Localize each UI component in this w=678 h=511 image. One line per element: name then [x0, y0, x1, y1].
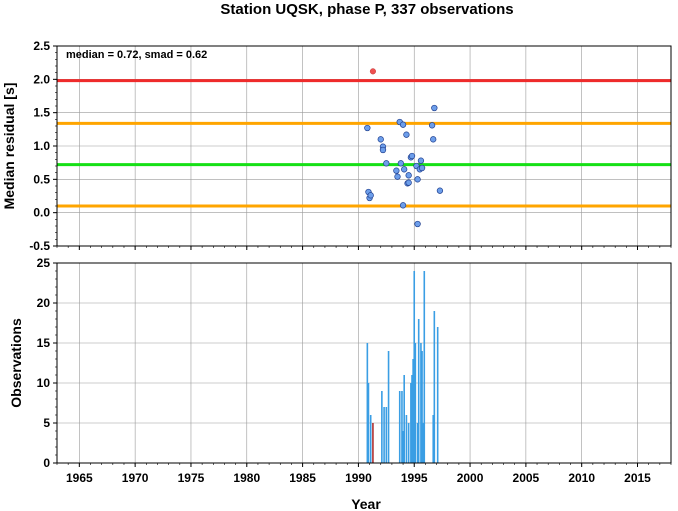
top-y-tick-label: 1.0	[33, 139, 50, 153]
top-y-tick-label: -0.5	[29, 239, 50, 253]
observation-bar	[383, 407, 385, 463]
top-y-tick-labels: -0.5 0.0 0.5 1.0 1.5 2.0 2.5	[29, 39, 50, 253]
residual-point	[397, 160, 404, 167]
x-tick-label: 2000	[457, 471, 484, 485]
observation-bar	[385, 407, 388, 463]
top-y-tick-label: 2.0	[33, 72, 50, 86]
top-y-tick-label: 0.5	[33, 172, 50, 186]
observation-bar	[403, 375, 405, 463]
observation-bar	[414, 343, 417, 463]
chart-title: Station UQSK, phase P, 337 observations	[220, 1, 513, 18]
x-axis-label: Year	[351, 496, 381, 511]
bottom-y-tick-label: 5	[43, 416, 50, 430]
residual-point	[377, 136, 384, 143]
observation-bar	[413, 271, 416, 463]
bottom-y-tick-label: 15	[37, 336, 51, 350]
x-tick-label: 1970	[122, 471, 149, 485]
observation-bar	[416, 423, 419, 463]
residual-point	[417, 157, 425, 164]
bottom-y-axis-label: Observations	[8, 318, 24, 408]
observation-bar	[411, 375, 413, 463]
residual-point	[418, 164, 426, 172]
top-y-tick-label: 2.5	[33, 39, 50, 53]
residual-point	[367, 192, 374, 199]
residual-point	[428, 122, 436, 129]
residual-point	[383, 160, 390, 167]
observation-bar	[421, 351, 423, 463]
x-tick-label: 2005	[513, 471, 540, 485]
outlier-point	[369, 68, 376, 75]
x-tick-label: 1975	[178, 471, 205, 485]
residual-point	[399, 121, 407, 128]
observation-bar	[407, 423, 410, 463]
residual-point	[379, 146, 387, 154]
x-tick-label: 1995	[401, 471, 428, 485]
observation-bar-outlier	[372, 423, 374, 463]
observation-bar	[369, 415, 372, 463]
observation-bar	[398, 391, 401, 463]
x-tick-label: 2010	[568, 471, 595, 485]
bottom-y-tick-label: 20	[37, 296, 51, 310]
residual-point	[430, 136, 437, 143]
observation-bar	[412, 359, 414, 463]
x-tick-label: 2015	[624, 471, 651, 485]
top-y-tick-label: 1.5	[33, 106, 50, 120]
residual-points	[364, 68, 444, 228]
top-panel-frame	[56, 45, 672, 247]
observation-bar	[401, 391, 403, 463]
bottom-panel-frame	[56, 262, 672, 464]
median-smad-annotation: median = 0.72, smad = 0.62	[66, 49, 207, 61]
bottom-y-tick-label: 10	[37, 376, 51, 390]
observation-bar	[366, 343, 369, 463]
top-y-axis-label: Median residual [s]	[1, 83, 17, 210]
top-y-tick-label: 0.0	[33, 206, 50, 220]
bottom-y-tick-labels: 0 5 10 15 20 25	[37, 256, 51, 470]
observation-bar	[420, 343, 422, 463]
observation-bar	[433, 311, 436, 463]
residual-point	[431, 104, 438, 112]
x-tick-label: 1985	[289, 471, 316, 485]
x-tick-labels: 1965 1970 1975 1980 1985 1990 1995 2000 2005 2010…	[66, 471, 651, 485]
observation-bar	[367, 383, 370, 463]
residual-point	[436, 187, 444, 194]
x-tick-label: 1990	[345, 471, 372, 485]
observation-bar	[422, 423, 424, 463]
residual-point	[393, 167, 400, 174]
observation-bar	[423, 271, 426, 463]
observation-bar	[410, 383, 412, 463]
residual-point	[414, 220, 421, 228]
x-tick-label: 1980	[233, 471, 260, 485]
bottom-y-tick-label: 0	[43, 456, 50, 470]
residual-point	[403, 131, 410, 138]
residual-point	[408, 152, 416, 160]
observation-bar	[387, 351, 390, 463]
x-tick-label: 1965	[66, 471, 93, 485]
residual-point	[405, 172, 412, 179]
residual-point	[399, 202, 407, 209]
bottom-y-tick-label: 25	[37, 256, 51, 270]
residual-point	[394, 173, 401, 180]
residual-point	[401, 166, 408, 173]
reference-lines	[57, 79, 671, 208]
observation-bar	[402, 431, 404, 463]
observation-bar	[417, 319, 420, 463]
residual-point	[364, 124, 371, 132]
residual-point	[414, 176, 421, 183]
observation-bars	[366, 271, 439, 463]
observation-bar	[381, 391, 383, 463]
bottom-panel-grid	[53, 262, 672, 467]
residual-point	[405, 179, 412, 186]
observation-bar	[432, 415, 435, 463]
observation-bar	[405, 415, 408, 463]
observation-bar	[436, 327, 439, 463]
